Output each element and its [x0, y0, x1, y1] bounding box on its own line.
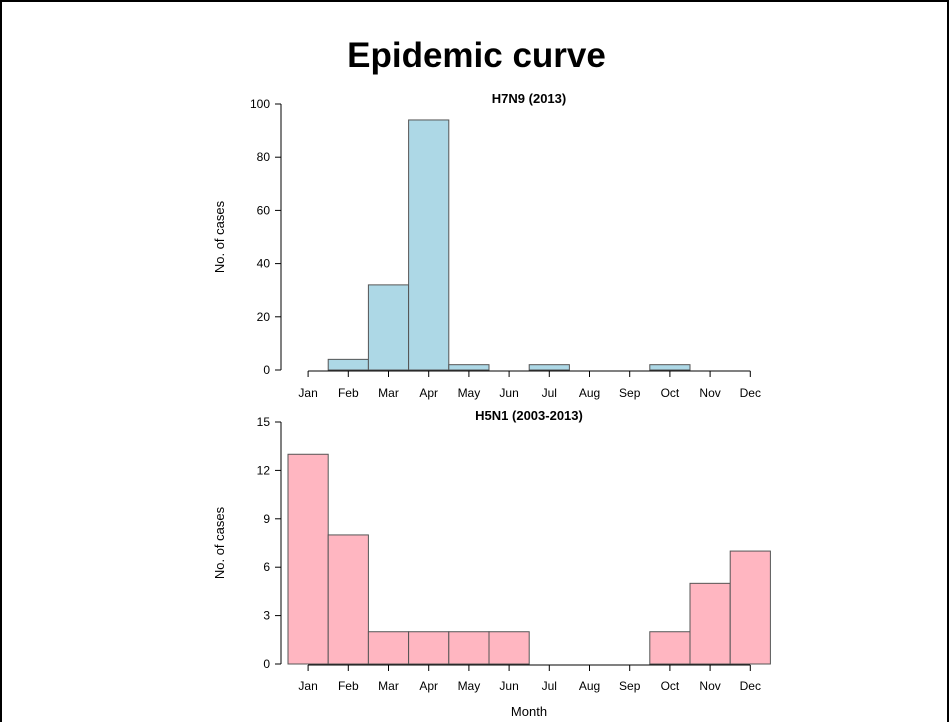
- x-tick-label-sep: Sep: [619, 679, 641, 693]
- bar-nov: [689, 582, 731, 665]
- bar-apr: [408, 631, 450, 665]
- y-tick-label: 9: [263, 512, 270, 526]
- x-tick-label-jun: Jun: [499, 679, 518, 693]
- bar-apr: [408, 119, 450, 371]
- chart-title: H5N1 (2003-2013): [475, 408, 583, 423]
- y-tick-label: 0: [263, 657, 270, 671]
- x-axis-label: Month: [511, 704, 547, 719]
- bar-oct: [649, 364, 691, 371]
- bar-feb: [327, 358, 369, 371]
- x-tick-label-dec: Dec: [740, 679, 761, 693]
- x-tick-label-mar: Mar: [378, 386, 399, 400]
- y-tick-label: 100: [250, 97, 270, 111]
- x-tick-label-aug: Aug: [579, 386, 600, 400]
- bar-jun: [488, 631, 530, 665]
- y-tick-label: 0: [263, 363, 270, 377]
- bar-feb: [327, 534, 369, 665]
- y-tick-label: 20: [257, 310, 271, 324]
- chart-title: H7N9 (2013): [492, 91, 566, 106]
- bar-mar: [367, 284, 410, 371]
- y-tick-label: 12: [257, 463, 271, 477]
- x-tick-label-oct: Oct: [661, 386, 680, 400]
- bar-jan: [287, 453, 329, 665]
- x-tick-label-may: May: [458, 679, 481, 693]
- y-tick-label: 60: [257, 203, 271, 217]
- x-tick-label-jul: Jul: [542, 386, 557, 400]
- x-tick-label-nov: Nov: [699, 679, 720, 693]
- bar-mar: [367, 631, 410, 665]
- x-tick-label-apr: Apr: [419, 386, 438, 400]
- x-tick-label-feb: Feb: [338, 679, 359, 693]
- y-axis-label: No. of cases: [212, 200, 227, 273]
- slide-title: Epidemic curve: [347, 36, 606, 75]
- x-tick-label-dec: Dec: [740, 386, 761, 400]
- x-tick-label-nov: Nov: [699, 386, 720, 400]
- x-tick-label-jan: Jan: [298, 679, 317, 693]
- y-tick-label: 6: [263, 560, 270, 574]
- bar-dec: [729, 550, 771, 665]
- x-tick-label-mar: Mar: [378, 679, 399, 693]
- x-tick-label-oct: Oct: [661, 679, 680, 693]
- x-tick-label-sep: Sep: [619, 386, 641, 400]
- y-tick-label: 80: [257, 150, 271, 164]
- x-tick-label-apr: Apr: [419, 679, 438, 693]
- y-tick-label: 15: [257, 415, 271, 429]
- bar-oct: [649, 631, 691, 665]
- x-tick-label-jul: Jul: [542, 679, 557, 693]
- bar-may: [448, 631, 490, 665]
- y-axis-label: No. of cases: [212, 506, 227, 579]
- x-tick-label-jun: Jun: [499, 386, 518, 400]
- y-tick-label: 3: [263, 609, 270, 623]
- x-tick-label-aug: Aug: [579, 679, 600, 693]
- x-tick-label-feb: Feb: [338, 386, 359, 400]
- bar-jul: [528, 364, 570, 371]
- x-tick-label-may: May: [458, 386, 481, 400]
- bar-may: [448, 364, 490, 371]
- x-tick-label-jan: Jan: [298, 386, 317, 400]
- y-tick-label: 40: [257, 257, 271, 271]
